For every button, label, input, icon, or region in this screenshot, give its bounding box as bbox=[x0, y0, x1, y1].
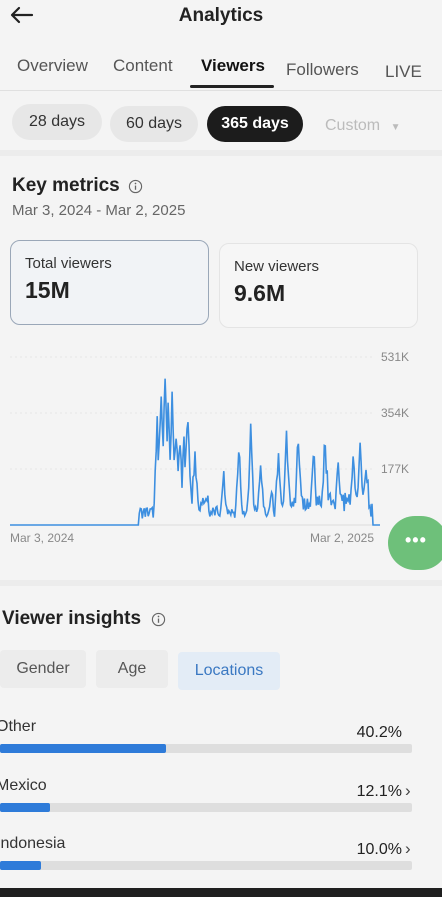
app-header: Analytics bbox=[0, 0, 442, 40]
location-bar-track bbox=[0, 803, 412, 812]
analytics-tabs: Overview Content Viewers Followers LIVE bbox=[0, 52, 442, 90]
viewers-line-chart: 531K 354K 177K Mar 3, 2024 Mar 2, 2025 bbox=[10, 350, 409, 545]
metric-card-total-viewers[interactable]: Total viewers 15M bbox=[10, 240, 209, 325]
location-row-mexico[interactable]: Mexico 12.1% › bbox=[0, 777, 442, 821]
location-percent: 12.1% bbox=[356, 783, 402, 800]
location-name: Indonesia bbox=[0, 835, 66, 852]
tabs-divider bbox=[0, 90, 442, 91]
arrow-left-icon[interactable] bbox=[8, 2, 36, 30]
metric-label: Total viewers bbox=[25, 255, 112, 272]
location-name: Other bbox=[0, 718, 37, 735]
tab-followers[interactable]: Followers bbox=[286, 60, 359, 79]
x-tick-label: Mar 3, 2024 bbox=[10, 531, 74, 545]
range-custom-dropdown[interactable]: Custom ▼ bbox=[325, 108, 415, 144]
key-metrics-title: Key metrics bbox=[12, 175, 120, 196]
tab-content[interactable]: Content bbox=[113, 56, 173, 75]
caret-down-icon: ▼ bbox=[390, 122, 401, 133]
more-dots-icon: ••• bbox=[405, 530, 427, 550]
y-tick-label: 177K bbox=[381, 462, 409, 476]
location-row-other: Other 40.2% bbox=[0, 718, 442, 762]
range-365-days-button[interactable]: 365 days bbox=[207, 106, 303, 142]
active-tab-indicator bbox=[190, 85, 274, 88]
info-icon[interactable] bbox=[151, 612, 166, 627]
metric-value: 15M bbox=[25, 277, 70, 303]
section-divider bbox=[0, 580, 442, 586]
viewers-series-line bbox=[10, 378, 380, 526]
location-bar-fill bbox=[0, 861, 42, 870]
metric-label: New viewers bbox=[234, 258, 320, 275]
page-title: Analytics bbox=[178, 5, 264, 26]
x-tick-label: Mar 2, 2025 bbox=[310, 531, 374, 545]
range-28-days-button[interactable]: 28 days bbox=[12, 104, 102, 140]
insights-tab-locations[interactable]: Locations bbox=[178, 652, 280, 690]
key-metrics-date-range: Mar 3, 2024 - Mar 2, 2025 bbox=[12, 202, 186, 219]
info-icon[interactable] bbox=[128, 179, 143, 194]
location-percent: 40.2% bbox=[356, 724, 402, 741]
screen-edge bbox=[0, 888, 442, 897]
chevron-right-icon[interactable]: › bbox=[405, 781, 411, 800]
metric-value: 9.6M bbox=[234, 280, 286, 306]
y-tick-label: 354K bbox=[381, 406, 409, 420]
range-60-days-button[interactable]: 60 days bbox=[110, 106, 198, 142]
location-bar-track bbox=[0, 744, 412, 753]
custom-label: Custom bbox=[325, 117, 381, 134]
section-divider bbox=[0, 150, 442, 156]
insights-tab-gender[interactable]: Gender bbox=[0, 650, 86, 688]
tab-overview[interactable]: Overview bbox=[17, 56, 88, 75]
location-row-indonesia[interactable]: Indonesia 10.0% › bbox=[0, 835, 442, 879]
tab-viewers[interactable]: Viewers bbox=[201, 56, 265, 75]
location-bar-fill bbox=[0, 744, 166, 753]
date-range-selector: 28 days 60 days 365 days Custom ▼ bbox=[0, 98, 442, 144]
y-tick-label: 531K bbox=[381, 350, 409, 364]
tab-live[interactable]: LIVE bbox=[385, 62, 422, 81]
metric-card-new-viewers[interactable]: New viewers 9.6M bbox=[219, 243, 418, 328]
location-name: Mexico bbox=[0, 777, 47, 794]
location-percent: 10.0% bbox=[356, 841, 402, 858]
insights-tab-age[interactable]: Age bbox=[96, 650, 168, 688]
chevron-right-icon[interactable]: › bbox=[405, 839, 411, 858]
more-options-button[interactable]: ••• bbox=[388, 516, 442, 570]
location-bar-track bbox=[0, 861, 412, 870]
viewer-insights-title: Viewer insights bbox=[2, 608, 142, 629]
location-bar-fill bbox=[0, 803, 50, 812]
